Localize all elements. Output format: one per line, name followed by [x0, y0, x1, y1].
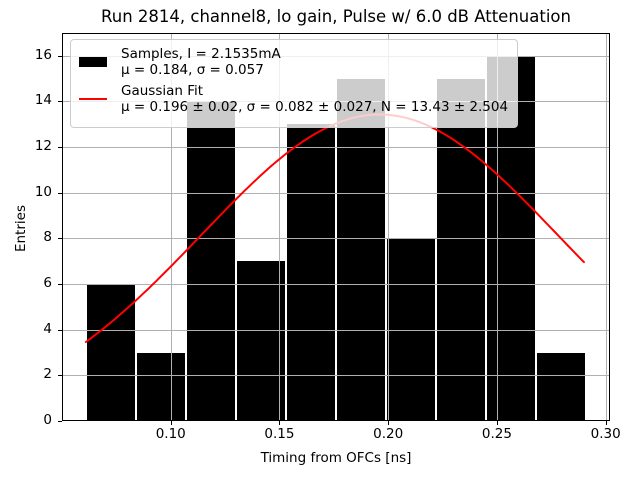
x-tick-label: 0.10 [155, 426, 186, 442]
y-tick-mark [58, 55, 62, 57]
black-rect-swatch-icon [79, 57, 107, 67]
gridline-horizontal [62, 238, 610, 240]
histogram-bar [286, 124, 335, 421]
y-tick-label: 6 [43, 275, 52, 292]
x-tick-label: 0.15 [264, 426, 295, 442]
legend-entry-gaussian-fit: Gaussian Fit μ = 0.196 ± 0.02, σ = 0.082… [79, 83, 508, 115]
legend-fit-label: Gaussian Fit [121, 83, 204, 99]
histogram-bar [437, 78, 486, 421]
legend-samples-stats: μ = 0.184, σ = 0.057 [121, 62, 264, 78]
gridline-horizontal [62, 192, 610, 194]
histogram-bar [86, 284, 135, 421]
y-tick-label: 16 [34, 46, 52, 63]
gridline-horizontal [62, 329, 610, 331]
y-tick-mark [58, 421, 62, 422]
x-tick-mark [170, 421, 172, 425]
x-tick-mark [605, 421, 607, 425]
legend-fit-text: Gaussian Fit μ = 0.196 ± 0.02, σ = 0.082… [121, 83, 508, 115]
x-tick-mark [496, 421, 498, 425]
y-tick-mark [58, 101, 62, 103]
histogram-bar [236, 261, 285, 421]
y-tick-label: 4 [43, 320, 52, 337]
x-tick-label: 0.30 [590, 426, 621, 442]
fit-line-swatch [79, 98, 109, 100]
gridline-vertical [605, 33, 607, 421]
x-tick-mark [388, 421, 390, 425]
y-tick-label: 8 [43, 229, 52, 246]
gridline-horizontal [62, 284, 610, 286]
y-tick-label: 2 [43, 366, 52, 383]
chart-title: Run 2814, channel8, lo gain, Pulse w/ 6.… [101, 7, 571, 26]
y-tick-label: 10 [34, 183, 52, 200]
histogram-bar [136, 352, 185, 421]
legend-samples-label: Samples, I = 2.1535mA [121, 46, 281, 62]
y-tick-mark [58, 192, 62, 194]
legend-fit-stats: μ = 0.196 ± 0.02, σ = 0.082 ± 0.027, N =… [121, 99, 509, 115]
histogram-bar [337, 78, 386, 421]
legend-samples-text: Samples, I = 2.1535mA μ = 0.184, σ = 0.0… [121, 46, 281, 78]
y-tick-mark [58, 284, 62, 286]
y-tick-label: 0 [43, 412, 52, 428]
x-axis-label: Timing from OFCs [ns] [260, 450, 412, 466]
y-tick-mark [58, 147, 62, 149]
y-tick-label: 12 [34, 138, 52, 155]
y-tick-mark [58, 329, 62, 331]
x-tick-mark [279, 421, 281, 425]
histogram-swatch [79, 57, 109, 67]
y-tick-label: 14 [34, 92, 52, 109]
gridline-horizontal [62, 375, 610, 377]
x-tick-label: 0.25 [481, 426, 512, 442]
y-tick-mark [58, 375, 62, 377]
y-tick-mark [58, 238, 62, 240]
gridline-horizontal [62, 147, 610, 149]
x-tick-label: 0.20 [373, 426, 404, 442]
histogram-bar [537, 352, 586, 421]
legend-entry-samples: Samples, I = 2.1535mA μ = 0.184, σ = 0.0… [79, 46, 507, 78]
legend: Samples, I = 2.1535mA μ = 0.184, σ = 0.0… [70, 39, 518, 128]
histogram-bar [186, 101, 235, 421]
red-line-swatch-icon [79, 98, 107, 100]
